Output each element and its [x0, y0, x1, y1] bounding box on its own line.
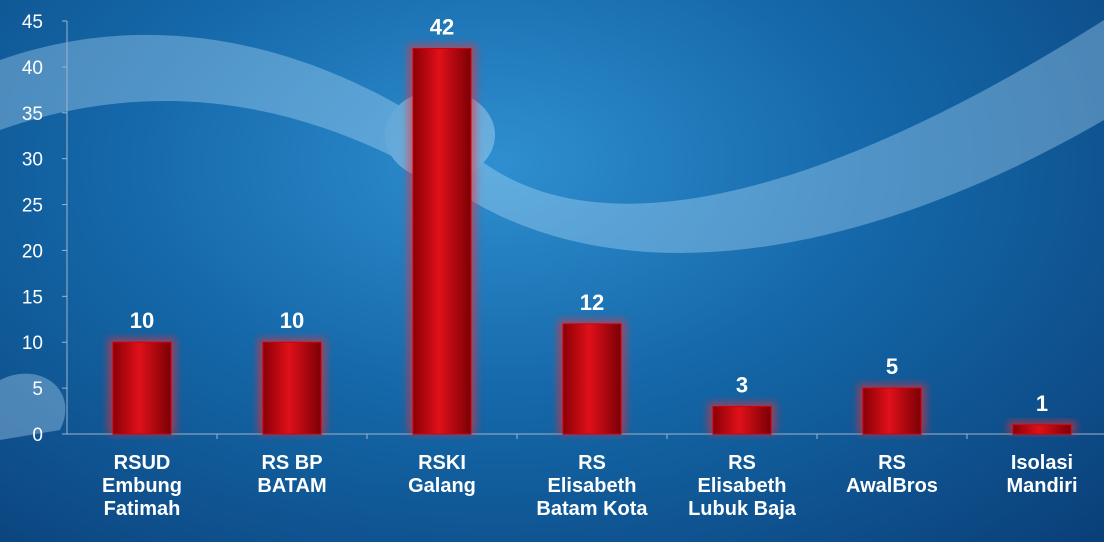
- x-tick-label: RS Elisabeth Lubuk Baja: [688, 452, 796, 520]
- y-tick-label: 5: [32, 379, 43, 400]
- y-tick-label: 25: [22, 196, 43, 217]
- y-tick-label: 45: [22, 12, 43, 33]
- data-label: 10: [130, 308, 154, 333]
- x-tick-label: RSKI Galang: [408, 452, 476, 497]
- bar: [112, 341, 172, 435]
- bar: [1012, 424, 1072, 435]
- y-tick-label: 15: [22, 287, 43, 308]
- y-tick-label: 40: [22, 58, 43, 79]
- y-tick-label: 20: [22, 241, 43, 262]
- y-tick-label: 0: [32, 425, 43, 446]
- bar: [412, 48, 472, 435]
- y-tick-label: 35: [22, 104, 43, 125]
- x-tick-label: Isolasi Mandiri: [1006, 452, 1078, 497]
- data-label: 10: [280, 308, 304, 333]
- x-tick-label: RSUD Embung Fatimah: [102, 452, 182, 520]
- bar: [562, 323, 622, 435]
- x-tick-label: RS AwalBros: [846, 452, 938, 497]
- x-tick-label: RS Elisabeth Batam Kota: [536, 452, 648, 520]
- y-tick-label: 30: [22, 150, 43, 171]
- data-label: 1: [1036, 391, 1048, 416]
- bar: [262, 341, 322, 435]
- data-label: 42: [430, 15, 454, 40]
- x-tick-label: RS BP BATAM: [257, 452, 327, 497]
- data-label: 5: [886, 354, 898, 379]
- data-label: 12: [580, 290, 604, 315]
- bar: [862, 387, 922, 435]
- y-tick-label: 10: [22, 333, 43, 354]
- bar: [712, 405, 772, 435]
- data-label: 3: [736, 372, 748, 397]
